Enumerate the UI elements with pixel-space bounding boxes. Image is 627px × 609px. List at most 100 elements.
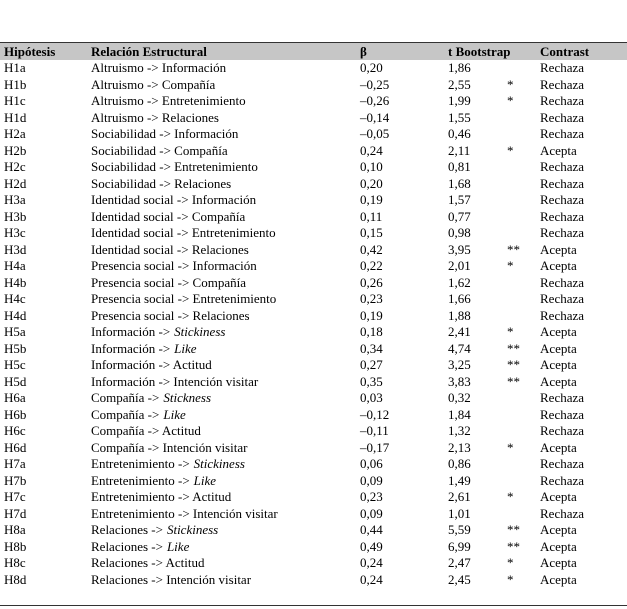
header-beta: β: [360, 44, 367, 59]
hypothesis: H8b: [4, 538, 27, 554]
beta: 0,23: [360, 489, 383, 504]
relation-text: Altruismo -> Información: [91, 60, 227, 75]
t-value: 2,11: [448, 142, 471, 158]
contrast: Acepta: [540, 538, 577, 554]
beta: 0,20: [360, 175, 383, 191]
t-value: 2,61: [448, 489, 471, 504]
relation: Sociabilidad -> Relaciones: [91, 176, 231, 193]
hypothesis: H5d: [4, 373, 27, 389]
t-value: 3,95: [448, 241, 471, 257]
header-contrast: Contrast: [540, 44, 590, 59]
significance: *: [507, 258, 514, 273]
relation-text: Altruismo -> Compañía: [91, 76, 216, 92]
significance: *: [507, 142, 514, 158]
t-value: 0,98: [448, 225, 471, 240]
contrast: Rechaza: [540, 505, 585, 521]
hypothesis: H6a: [4, 390, 26, 405]
hypothesis: H6c: [4, 423, 26, 438]
relation: Identidad social -> Relaciones: [91, 242, 249, 259]
relation: Identidad social -> Información: [91, 192, 256, 209]
contrast: Rechaza: [540, 76, 585, 92]
hypothesis: H1d: [4, 109, 27, 125]
relation: Sociabilidad -> Información: [91, 126, 238, 143]
relation-text: Presencia social -> Información: [91, 258, 257, 273]
hypothesis: H6b: [4, 406, 27, 422]
t-value: 3,25: [448, 357, 471, 372]
t-value: 1,01: [448, 505, 471, 521]
significance: *: [507, 439, 514, 455]
relation: Información -> Intención visitar: [91, 374, 258, 391]
t-value: 1,84: [448, 406, 471, 422]
relation-italic: Like: [174, 340, 197, 356]
hypothesis: H3c: [4, 225, 26, 240]
beta: –0,17: [360, 439, 390, 455]
relation: Presencia social -> Entretenimiento: [91, 291, 276, 308]
contrast: Acepta: [540, 373, 577, 389]
relation-text: Relaciones ->: [91, 538, 163, 554]
contrast: Rechaza: [540, 225, 585, 240]
contrast: Rechaza: [540, 274, 585, 290]
relation-text: Información -> Intención visitar: [91, 373, 259, 389]
hypothesis: H7b: [4, 472, 27, 488]
contrast: Rechaza: [540, 291, 585, 306]
relation-text: Relaciones -> Actitud: [91, 555, 205, 570]
relation-text: Relaciones ->: [91, 522, 163, 537]
relation-text: Presencia social -> Relaciones: [91, 307, 250, 323]
t-value: 2,01: [448, 258, 471, 273]
t-value: 0,86: [448, 456, 471, 471]
header-background: [0, 42, 627, 60]
hypothesis: H3b: [4, 208, 27, 224]
relation: Entretenimiento -> Actitud: [91, 489, 231, 506]
t-value: 1,62: [448, 274, 471, 290]
contrast: Rechaza: [540, 307, 585, 323]
relation-text: Información ->: [91, 340, 171, 356]
beta: 0,34: [360, 340, 383, 356]
relation-italic: Like: [163, 406, 186, 422]
beta: 0,10: [360, 159, 383, 174]
hypothesis: H1b: [4, 76, 27, 92]
significance: **: [507, 357, 520, 372]
beta: 0,22: [360, 258, 383, 273]
relation-text: Presencia social -> Entretenimiento: [91, 291, 277, 306]
t-value: 2,47: [448, 555, 471, 570]
beta: 0,20: [360, 60, 383, 75]
relation: Altruismo -> Información: [91, 60, 226, 77]
beta: 0,03: [360, 390, 383, 405]
relation: Identidad social -> Entretenimiento: [91, 225, 276, 242]
hypothesis: H4b: [4, 274, 27, 290]
beta: 0,15: [360, 225, 383, 240]
contrast: Acepta: [540, 241, 577, 257]
hypothesis: H6d: [4, 439, 27, 455]
hypothesis: H5a: [4, 324, 26, 339]
relation-text: Sociabilidad -> Relaciones: [91, 175, 232, 191]
contrast: Rechaza: [540, 208, 585, 224]
relation-italic: Stickiness: [193, 456, 245, 471]
beta: 0,24: [360, 571, 383, 587]
relation-text: Sociabilidad -> Entretenimiento: [91, 159, 258, 174]
relation-text: Entretenimiento ->: [91, 456, 190, 471]
relation-text: Identidad social -> Información: [91, 192, 257, 207]
t-value: 6,99: [448, 538, 471, 554]
relation-italic: Like: [166, 538, 190, 554]
t-value: 0,77: [448, 208, 471, 224]
relation: Compañía -> Stickness: [91, 390, 211, 407]
contrast: Rechaza: [540, 60, 585, 75]
header-t: t Bootstrap: [448, 44, 511, 59]
beta: 0,44: [360, 522, 383, 537]
hypothesis: H8c: [4, 555, 26, 570]
relation: Relaciones -> Intención visitar: [91, 572, 251, 589]
significance: *: [507, 324, 514, 339]
t-value: 5,59: [448, 522, 471, 537]
beta: 0,42: [360, 241, 383, 257]
t-value: 0,46: [448, 126, 471, 141]
hypothesis: H7d: [4, 505, 27, 521]
bottom-rule: [0, 605, 627, 606]
hypothesis: H4a: [4, 258, 26, 273]
t-value: 1,32: [448, 423, 471, 438]
hypothesis: H8d: [4, 571, 27, 587]
relation: Compañía -> Actitud: [91, 423, 201, 440]
relation-text: Sociabilidad -> Información: [91, 126, 239, 141]
significance: *: [507, 555, 514, 570]
contrast: Acepta: [540, 340, 577, 356]
